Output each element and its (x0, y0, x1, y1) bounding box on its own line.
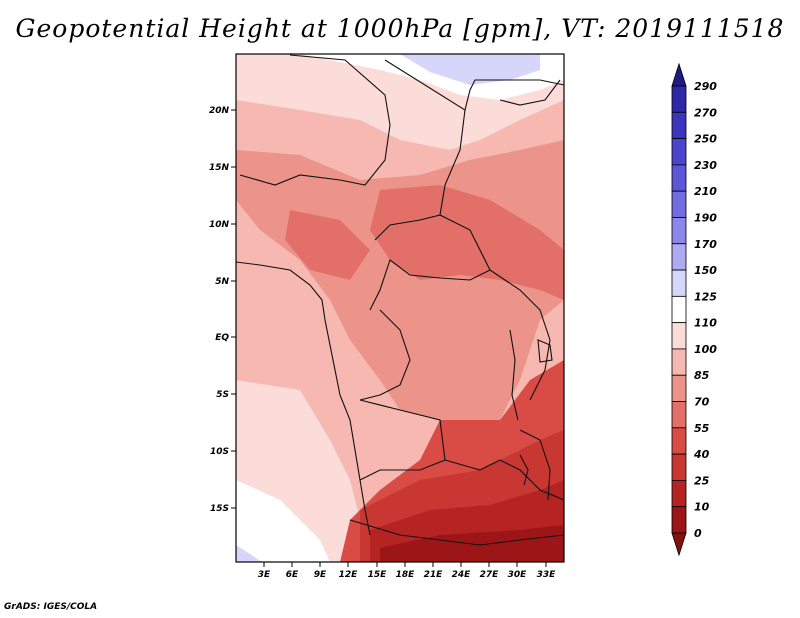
lon-label: 27E (480, 570, 500, 580)
colorbar-segment (671, 164, 687, 192)
lake-tanganyika (509, 329, 519, 421)
colorbar-label: 250 (694, 133, 717, 146)
lat-label: 15N (209, 163, 230, 173)
grads-credit: GrADS: IGES/COLA (4, 602, 98, 612)
lat-label: 15S (210, 504, 229, 514)
country-borders (236, 54, 564, 546)
colorbar-label: 170 (694, 238, 717, 251)
colorbar-segment (671, 62, 687, 87)
colorbar-segment (671, 348, 687, 376)
colorbar-label: 150 (694, 264, 717, 277)
colorbar-label: 110 (694, 317, 717, 330)
colorbar-segment (671, 506, 687, 534)
border-south-3 (349, 519, 564, 546)
lon-axis: 3E 6E 9E 12E 15E 18E 21E 24E 27E 30E 33E (258, 562, 556, 580)
colorbar-label: 0 (694, 527, 702, 540)
field-band-55 (370, 185, 564, 300)
border-car (369, 214, 491, 311)
colorbar-segment (671, 138, 687, 166)
lon-label: 3E (258, 570, 271, 580)
colorbar-label: 100 (694, 343, 717, 356)
border-northeast (499, 79, 561, 106)
lat-label: EQ (215, 333, 229, 343)
lon-label: 21E (424, 570, 444, 580)
lon-label: 15E (368, 570, 388, 580)
field-band-110-sw (236, 480, 330, 562)
border-north-1 (239, 54, 391, 186)
colorbar: 2902702502302101901701501251101008570554… (671, 62, 717, 557)
map-title: Geopotential Height at 1000hPa [gpm], VT… (15, 14, 785, 43)
colorbar-segment (671, 269, 687, 297)
colorbar-segment (671, 322, 687, 350)
field-band-125 (400, 54, 540, 85)
border-congo (359, 309, 411, 401)
west-coastline (236, 261, 371, 536)
colorbar-label: 40 (693, 448, 710, 461)
colorbar-label: 10 (694, 501, 710, 514)
lon-label: 12E (339, 570, 359, 580)
colorbar-segment (671, 295, 687, 324)
lat-label: 20N (209, 106, 230, 116)
colorbar-label: 270 (694, 106, 717, 119)
lon-label: 18E (396, 570, 416, 580)
colorbar-segment (671, 85, 687, 113)
colorbar-segment (671, 532, 687, 557)
lat-label: 10S (210, 447, 229, 457)
border-east-1 (489, 269, 551, 401)
border-egypt (464, 79, 564, 111)
lon-label: 9E (314, 570, 327, 580)
lat-label: 10N (209, 220, 230, 230)
colorbar-label: 70 (694, 396, 710, 409)
border-south-2 (444, 459, 564, 501)
colorbar-label: 25 (694, 474, 710, 487)
colorbar-label: 85 (694, 369, 710, 382)
colorbar-segment (671, 480, 687, 508)
colorbar-label: 55 (694, 422, 710, 435)
colorbar-label: 230 (694, 159, 717, 172)
lake-malawi (519, 454, 529, 486)
border-north-2 (374, 59, 466, 241)
lat-label: 5S (216, 390, 229, 400)
field-band-125-sw (236, 545, 262, 562)
colorbar-segment (671, 401, 687, 429)
colorbar-segment (671, 453, 687, 481)
map-frame (235, 53, 565, 563)
border-mozambique (519, 429, 551, 501)
lon-label: 30E (508, 570, 528, 580)
colorbar-segment (671, 111, 687, 139)
lon-label: 6E (286, 570, 299, 580)
field-band-55b (285, 210, 370, 280)
colorbar-segment (671, 217, 687, 245)
colorbar-label: 125 (694, 290, 717, 303)
lat-label: 5N (215, 277, 229, 287)
geopotential-field (236, 54, 564, 562)
lake-victoria (537, 339, 553, 363)
colorbar-label: 210 (694, 185, 717, 198)
colorbar-segment (671, 427, 687, 455)
lat-axis: 20N 15N 10N 5N EQ 5S 10S 15S (209, 106, 236, 514)
lon-label: 24E (452, 570, 472, 580)
lon-label: 33E (537, 570, 557, 580)
colorbar-segment (671, 243, 687, 271)
colorbar-label: 290 (694, 80, 717, 93)
colorbar-label: 190 (694, 211, 717, 224)
colorbar-segment (671, 374, 687, 402)
colorbar-segment (671, 190, 687, 218)
